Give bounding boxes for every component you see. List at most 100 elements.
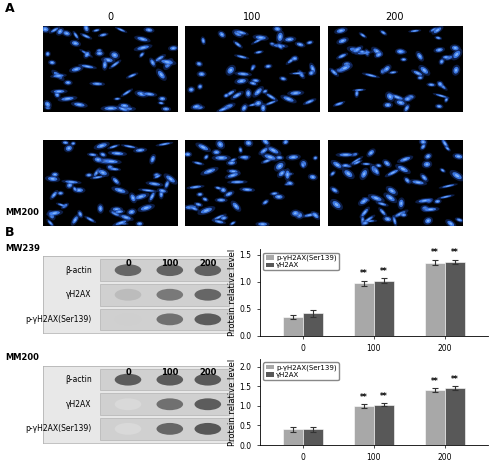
Ellipse shape [276, 30, 284, 43]
Ellipse shape [435, 200, 440, 203]
Ellipse shape [197, 83, 203, 90]
Ellipse shape [160, 191, 163, 198]
Ellipse shape [90, 82, 105, 86]
Ellipse shape [107, 144, 120, 149]
Ellipse shape [294, 211, 304, 219]
Ellipse shape [356, 48, 359, 51]
Ellipse shape [228, 67, 234, 74]
Ellipse shape [188, 206, 193, 208]
Ellipse shape [186, 153, 189, 155]
Ellipse shape [279, 171, 285, 176]
Ellipse shape [419, 139, 428, 145]
Ellipse shape [422, 146, 424, 148]
Ellipse shape [432, 29, 435, 30]
Ellipse shape [86, 174, 92, 177]
Ellipse shape [98, 53, 101, 54]
Ellipse shape [334, 27, 347, 34]
Ellipse shape [437, 194, 454, 199]
Ellipse shape [290, 91, 301, 95]
Ellipse shape [346, 63, 348, 65]
Ellipse shape [368, 150, 374, 156]
Ellipse shape [248, 92, 250, 95]
Ellipse shape [216, 139, 225, 150]
Ellipse shape [302, 164, 304, 166]
Ellipse shape [154, 54, 166, 63]
Ellipse shape [294, 41, 306, 48]
Ellipse shape [353, 49, 358, 51]
Ellipse shape [352, 160, 362, 165]
Ellipse shape [340, 153, 352, 157]
Legend: p-γH2AX(Ser139), γH2AX: p-γH2AX(Ser139), γH2AX [264, 362, 338, 380]
Ellipse shape [99, 151, 107, 158]
Ellipse shape [46, 210, 63, 216]
Ellipse shape [126, 208, 137, 216]
Text: **: ** [380, 267, 388, 276]
Ellipse shape [52, 70, 64, 81]
Ellipse shape [362, 219, 377, 223]
Ellipse shape [70, 141, 76, 146]
Ellipse shape [406, 98, 409, 100]
Ellipse shape [186, 185, 204, 189]
Ellipse shape [140, 47, 145, 48]
Ellipse shape [199, 86, 201, 88]
Ellipse shape [260, 223, 264, 225]
Ellipse shape [251, 64, 256, 69]
Ellipse shape [422, 200, 427, 201]
Ellipse shape [159, 189, 166, 192]
Ellipse shape [277, 169, 287, 178]
Ellipse shape [138, 196, 143, 198]
Ellipse shape [219, 107, 228, 111]
Ellipse shape [264, 100, 278, 106]
Ellipse shape [101, 171, 104, 174]
Ellipse shape [96, 177, 100, 178]
Ellipse shape [365, 50, 368, 55]
Ellipse shape [100, 153, 105, 157]
Ellipse shape [279, 35, 281, 39]
Ellipse shape [94, 158, 102, 162]
Ellipse shape [244, 139, 254, 147]
Ellipse shape [402, 58, 406, 61]
Ellipse shape [161, 98, 164, 100]
Ellipse shape [434, 27, 441, 33]
Ellipse shape [386, 186, 398, 196]
Ellipse shape [420, 143, 426, 151]
Ellipse shape [230, 162, 233, 164]
Ellipse shape [48, 220, 53, 226]
Ellipse shape [416, 51, 424, 62]
Ellipse shape [451, 48, 462, 61]
Ellipse shape [329, 68, 339, 77]
Ellipse shape [426, 82, 436, 87]
Ellipse shape [118, 222, 123, 224]
Ellipse shape [236, 43, 239, 46]
Ellipse shape [221, 103, 236, 111]
Ellipse shape [136, 221, 143, 226]
Ellipse shape [299, 71, 304, 77]
Ellipse shape [156, 174, 158, 176]
FancyBboxPatch shape [100, 260, 228, 281]
Ellipse shape [58, 29, 62, 34]
Ellipse shape [270, 192, 280, 196]
Ellipse shape [110, 206, 123, 212]
Ellipse shape [386, 162, 388, 164]
Ellipse shape [78, 189, 81, 191]
Bar [425, 390, 445, 445]
Ellipse shape [382, 32, 384, 34]
Ellipse shape [436, 37, 440, 39]
Ellipse shape [115, 27, 128, 33]
Ellipse shape [415, 198, 434, 204]
Ellipse shape [214, 150, 220, 154]
Ellipse shape [261, 137, 270, 146]
Ellipse shape [212, 213, 226, 221]
Ellipse shape [266, 101, 276, 105]
Ellipse shape [356, 162, 358, 164]
Ellipse shape [276, 163, 283, 170]
Ellipse shape [214, 198, 228, 203]
Text: 0: 0 [125, 259, 131, 267]
Ellipse shape [298, 44, 302, 45]
Legend: p-γH2AX(Ser139), γH2AX: p-γH2AX(Ser139), γH2AX [264, 253, 338, 270]
Ellipse shape [376, 201, 388, 206]
Ellipse shape [240, 73, 246, 75]
Ellipse shape [198, 193, 202, 196]
Ellipse shape [56, 203, 67, 207]
Ellipse shape [337, 28, 345, 33]
